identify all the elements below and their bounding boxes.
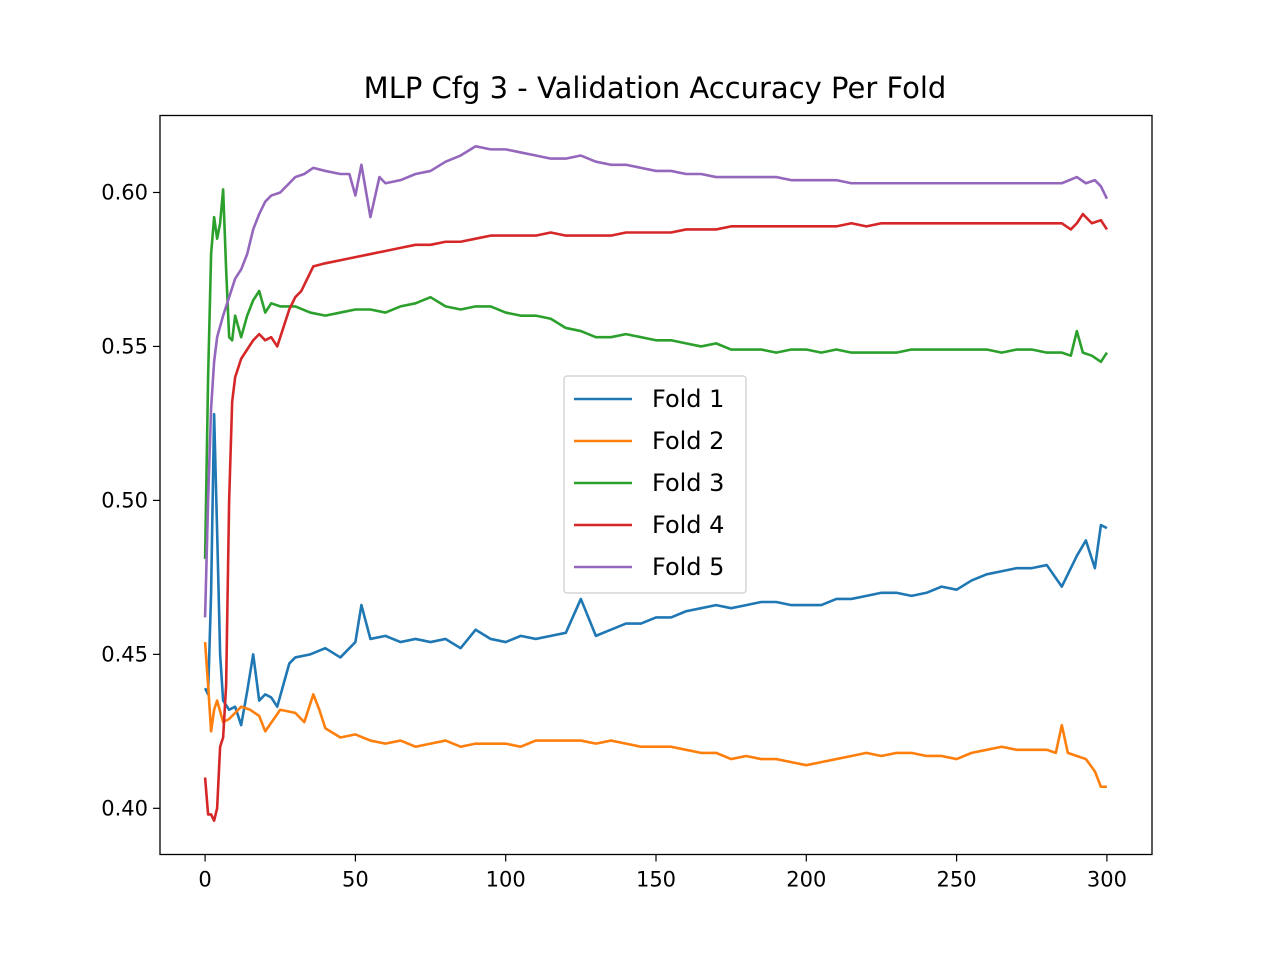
legend-label: Fold 5 (652, 553, 724, 581)
y-tick-label: 0.55 (101, 334, 148, 358)
x-tick-label: 100 (486, 868, 526, 892)
series-line-fold-3 (203, 188, 1108, 559)
legend-label: Fold 3 (652, 469, 724, 497)
legend-label: Fold 2 (652, 427, 724, 455)
series-line-fold-5 (203, 144, 1109, 618)
series-layer (203, 144, 1109, 822)
legend-box (563, 375, 747, 594)
legend: Fold 1 Fold 2 Fold 3 Fold 4 Fold 5 (563, 375, 747, 594)
y-axis: 0.40 0.45 0.50 0.55 0.60 (101, 180, 160, 820)
series-line-fold-1 (203, 412, 1108, 727)
series-line-fold-4 (203, 212, 1108, 822)
legend-label: Fold 4 (652, 511, 724, 539)
legend-label: Fold 1 (652, 385, 724, 413)
x-tick-label: 50 (342, 868, 369, 892)
x-tick-label: 250 (937, 868, 977, 892)
x-tick-label: 150 (636, 868, 676, 892)
x-tick-label: 200 (786, 868, 826, 892)
x-axis: 0 50 100 150 200 250 300 (198, 854, 1127, 892)
y-tick-label: 0.50 (101, 488, 148, 512)
y-tick-label: 0.40 (101, 796, 148, 820)
y-tick-label: 0.60 (101, 180, 148, 204)
series-line-fold-2 (203, 641, 1107, 789)
y-tick-label: 0.45 (101, 642, 148, 666)
x-tick-label: 0 (198, 868, 211, 892)
chart-title: MLP Cfg 3 - Validation Accuracy Per Fold (364, 71, 947, 105)
x-tick-label: 300 (1087, 868, 1127, 892)
